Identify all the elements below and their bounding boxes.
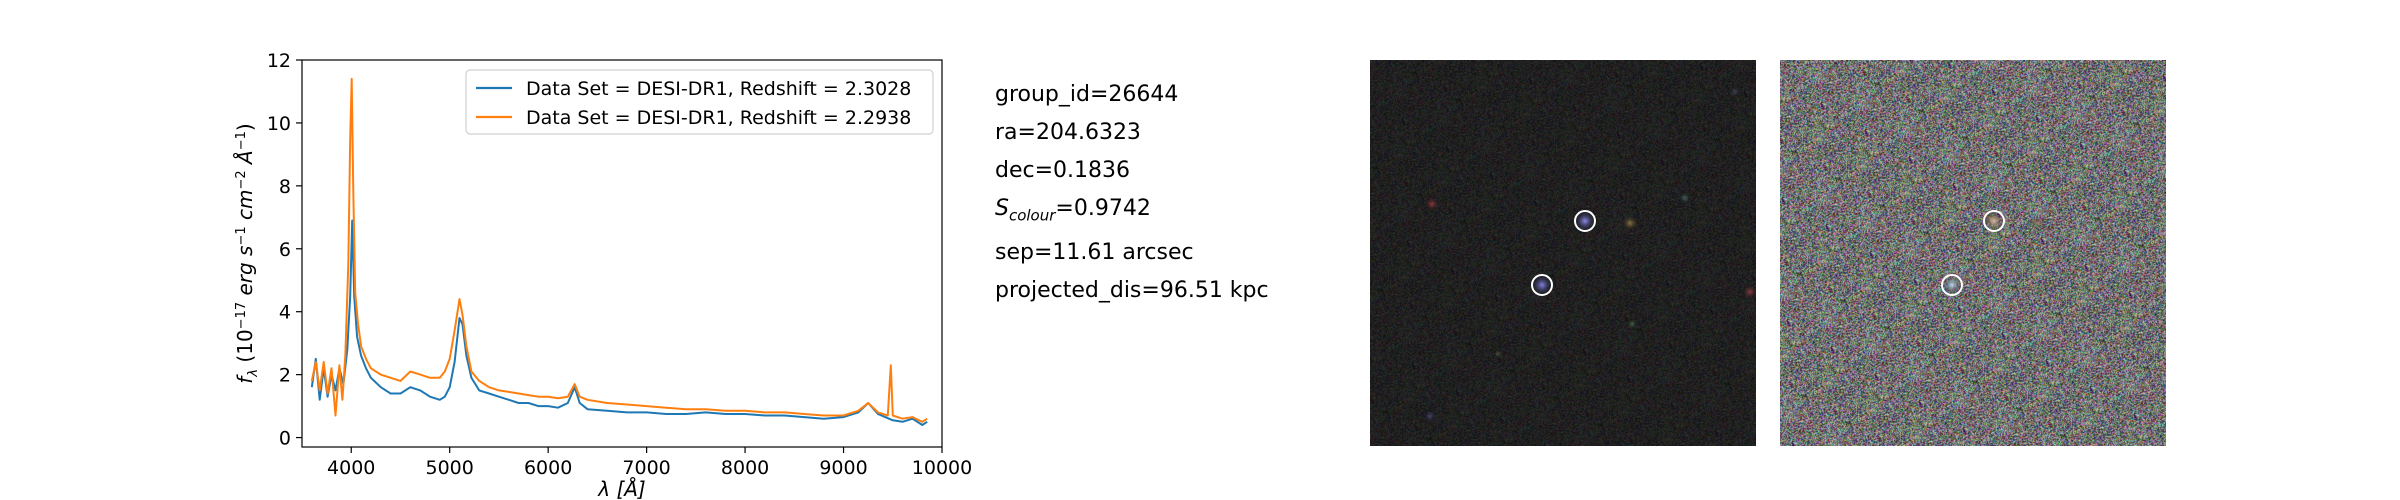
legend-label-2: Data Set = DESI-DR1, Redshift = 2.2938 (526, 107, 911, 129)
x-tick-label-4000: 4000 (327, 457, 375, 479)
s-colour-subscript: colour (1008, 206, 1056, 225)
x-tick-label-7000: 7000 (622, 457, 670, 479)
source-marker-3 (1983, 210, 2005, 232)
source-marker-4 (1941, 274, 1963, 296)
source-marker-2 (1531, 274, 1553, 296)
x-axis-label: λ [Å] (597, 477, 645, 500)
sky-image-residual (1780, 60, 2166, 446)
dec-text: dec=0.1836 (995, 158, 1131, 183)
x-tick-label-10000: 10000 (912, 457, 972, 479)
group-id-text: group_id=26644 (995, 82, 1179, 107)
y-axis-label: fλ (10−17 erg s−1 cm−2 Å−1) (233, 123, 261, 383)
s-colour-value: =0.9742 (1055, 196, 1151, 221)
source-marker-1 (1574, 210, 1596, 232)
y-tick-label-4: 4 (279, 302, 291, 324)
plot-frame (301, 59, 943, 448)
y-tick-label-6: 6 (279, 239, 291, 261)
x-tick-label-9000: 9000 (819, 457, 867, 479)
y-tick-label-0: 0 (279, 428, 291, 450)
y-tick-label-12: 12 (267, 50, 291, 72)
info-panel: group_id=26644 ra=204.6323 dec=0.1836 Sc… (995, 76, 1269, 310)
y-tick-label-2: 2 (279, 365, 291, 387)
series-line-1 (310, 219, 928, 426)
legend-box (465, 69, 934, 135)
projected-distance-text: projected_dis=96.51 kpc (995, 278, 1269, 304)
y-tick-label-10: 10 (267, 113, 291, 135)
sky-image-residual-canvas (1780, 60, 2166, 446)
x-tick-label-5000: 5000 (426, 457, 474, 479)
x-tick-label-8000: 8000 (721, 457, 769, 479)
ra-text: ra=204.6323 (995, 120, 1141, 145)
s-colour-symbol: S (995, 196, 1009, 221)
s-colour-text: Scolour=0.9742 (995, 190, 1269, 234)
series-line-2 (310, 77, 928, 423)
y-tick-label-8: 8 (279, 176, 291, 198)
sky-image-color-canvas (1370, 60, 1756, 446)
sky-image-color (1370, 60, 1756, 446)
separation-text: sep=11.61 arcsec (995, 240, 1194, 266)
x-tick-label-6000: 6000 (524, 457, 572, 479)
legend-label-1: Data Set = DESI-DR1, Redshift = 2.3028 (526, 78, 911, 100)
